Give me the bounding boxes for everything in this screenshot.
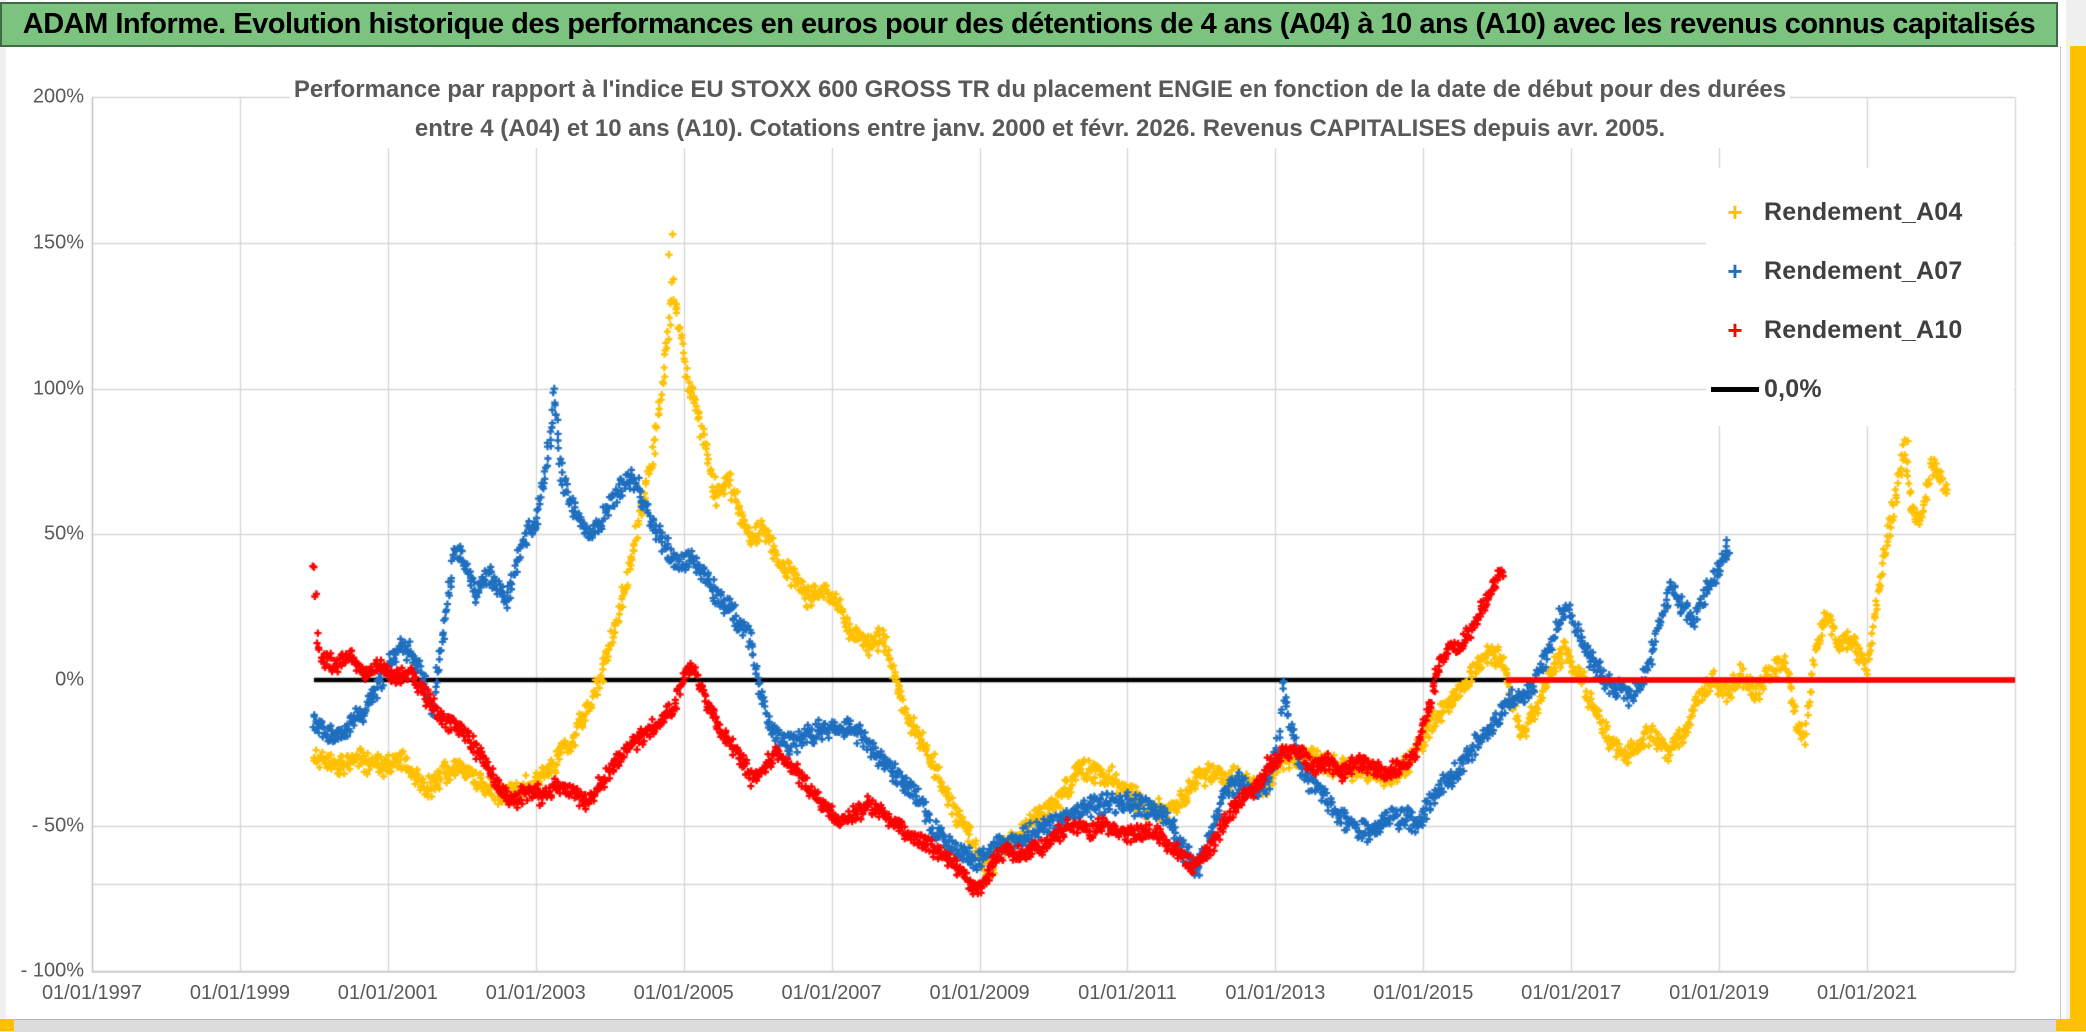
y-axis-tick-label: 200% (32, 85, 84, 108)
legend-plus-marker-icon: + (1727, 315, 1743, 345)
y-axis-tick-label: - 100% (20, 959, 84, 982)
y-axis-tick-label: 0% (55, 668, 84, 691)
x-axis-tick-label: 01/01/2007 (781, 982, 882, 1004)
bottom-left-gold-corner (0, 1019, 14, 1031)
legend[interactable]: + Rendement_A04 + Rendement_A07 + Rendement_A… (1706, 168, 2014, 426)
x-axis-tick-label: 01/01/2009 (929, 982, 1030, 1004)
legend-plus-marker-icon: + (1727, 256, 1743, 286)
x-axis-tick-label: 01/01/2011 (1078, 982, 1177, 1004)
chart-title: Performance par rapport à l'indice EU ST… (290, 70, 1790, 148)
legend-zero-line-sample (1711, 386, 1759, 392)
chart-title-line1: Performance par rapport à l'indice EU ST… (293, 76, 1787, 103)
legend-item-rendement-a04[interactable]: + Rendement_A04 (1706, 192, 2014, 232)
x-axis-tick-label: 01/01/2019 (1669, 982, 1770, 1004)
y-axis-tick-label: 100% (32, 377, 84, 400)
chart-title-line2: entre 4 (A04) et 10 ans (A10). Cotations… (414, 115, 1666, 142)
legend-plus-marker-icon: + (1727, 197, 1743, 227)
legend-item-0-0-[interactable]: 0,0% (1706, 369, 2014, 409)
legend-label: Rendement_A04 (1764, 197, 1963, 226)
y-axis-tick-label: - 50% (31, 814, 84, 837)
right-edge-gold-strip (2070, 46, 2086, 1031)
x-axis-tick-label: 01/01/2013 (1225, 982, 1326, 1004)
x-axis-tick-label: 01/01/2001 (337, 982, 438, 1004)
x-axis-tick-label: 01/01/1999 (189, 982, 290, 1004)
x-axis-tick-label: 01/01/1997 (41, 982, 143, 1004)
legend-item-rendement-a07[interactable]: + Rendement_A07 (1706, 251, 2014, 291)
chart-area-right-border (2060, 46, 2061, 1019)
x-axis-tick-label: 01/01/2021 (1817, 982, 1918, 1004)
legend-label: Rendement_A10 (1764, 315, 1963, 344)
legend-item-rendement-a10[interactable]: + Rendement_A10 (1706, 310, 2014, 350)
x-axis-tick-label: 01/01/2017 (1521, 982, 1622, 1004)
bottom-band (0, 1019, 2086, 1032)
x-axis-tick-label: 01/01/2015 (1373, 982, 1474, 1004)
legend-label: Rendement_A07 (1764, 256, 1963, 285)
x-axis-tick-label: 01/01/2003 (485, 982, 586, 1004)
legend-label: 0,0% (1764, 374, 1822, 403)
x-axis-tick-label: 01/01/2005 (633, 982, 734, 1004)
bottom-right-gold-corner (2056, 1019, 2086, 1031)
y-axis-tick-label: 50% (43, 522, 84, 545)
y-axis-tick-label: 150% (32, 231, 84, 254)
